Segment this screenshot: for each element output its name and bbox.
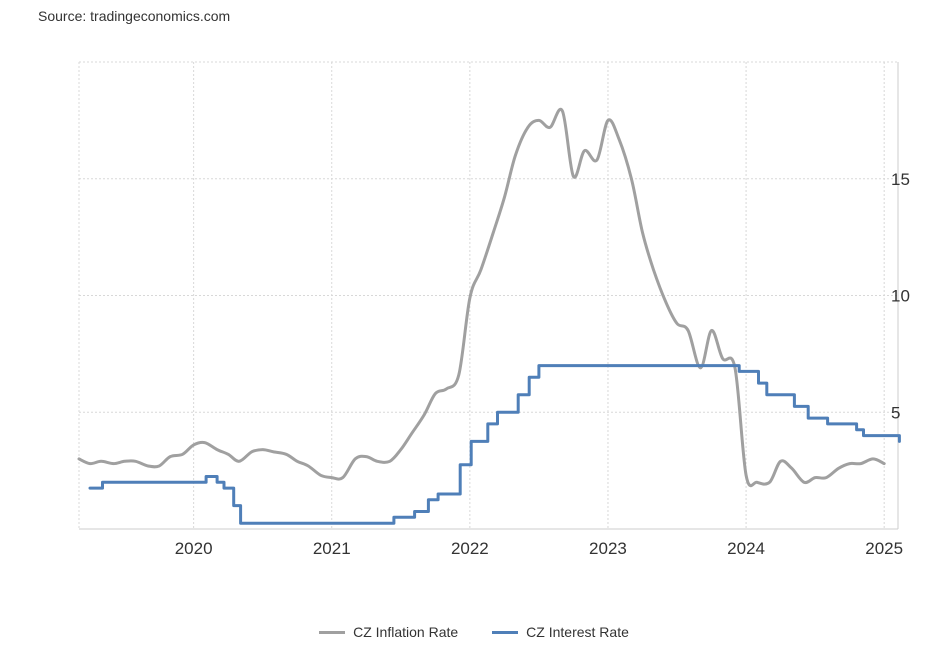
grid-lines — [79, 61, 898, 529]
x-tick-label: 2022 — [451, 539, 489, 558]
x-tick-label: 2023 — [589, 539, 627, 558]
line-chart: 5 10 15 2020 2021 2022 2023 2024 2025 — [77, 61, 910, 558]
x-tick-label: 2024 — [727, 539, 765, 558]
axis-lines — [78, 62, 899, 530]
x-tick-label: 2025 — [865, 539, 903, 558]
legend-item-inflation[interactable]: CZ Inflation Rate — [319, 624, 458, 640]
series-lines — [77, 107, 901, 525]
legend: CZ Inflation Rate CZ Interest Rate — [0, 624, 948, 640]
source-label: Source: tradingeconomics.com — [38, 8, 231, 24]
legend-label-interest: CZ Interest Rate — [526, 624, 629, 640]
y-tick-label: 15 — [891, 170, 910, 189]
series-line-inflation — [77, 107, 886, 488]
y-tick-label: 10 — [891, 287, 910, 306]
x-tick-label: 2021 — [313, 539, 351, 558]
legend-swatch-inflation — [319, 630, 346, 634]
legend-item-interest[interactable]: CZ Interest Rate — [492, 624, 629, 640]
legend-swatch-interest — [492, 630, 519, 634]
y-tick-label: 5 — [891, 403, 900, 422]
series-line-interest — [88, 364, 901, 525]
x-tick-label: 2020 — [175, 539, 213, 558]
tick-labels: 5 10 15 2020 2021 2022 2023 2024 2025 — [175, 170, 910, 558]
legend-label-inflation: CZ Inflation Rate — [353, 624, 459, 640]
